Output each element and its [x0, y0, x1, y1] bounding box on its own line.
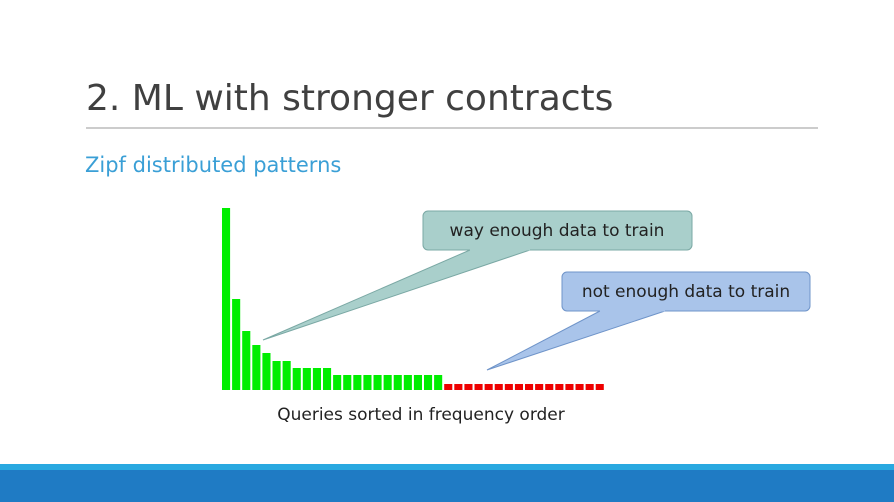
bar: [343, 375, 352, 390]
bar: [232, 299, 241, 390]
bar: [272, 361, 281, 390]
callout-tail: [262, 249, 531, 341]
bar: [363, 375, 372, 390]
bar: [434, 375, 443, 390]
bar: [565, 384, 574, 390]
bar: [373, 375, 382, 390]
bar: [302, 368, 311, 390]
bar: [514, 384, 523, 390]
bar: [545, 384, 554, 390]
bar: [222, 208, 231, 390]
bar: [424, 375, 433, 390]
bar: [323, 368, 332, 390]
bar: [252, 345, 261, 390]
slide-title: 2. ML with stronger contracts: [86, 78, 613, 119]
bar: [413, 375, 422, 390]
bar: [494, 384, 503, 390]
bar: [464, 384, 473, 390]
bar: [444, 384, 453, 390]
callout-text: not enough data to train: [582, 282, 790, 302]
bar: [504, 384, 513, 390]
subtitle: Zipf distributed patterns: [85, 153, 341, 177]
bar: [474, 384, 483, 390]
callout-box: [561, 271, 811, 312]
bar: [292, 368, 301, 390]
footer-stripe: [0, 464, 894, 470]
bar: [393, 375, 402, 390]
callout-box: [422, 210, 693, 251]
bar-chart: [222, 208, 604, 390]
callout-tail: [486, 310, 666, 371]
bar: [383, 375, 392, 390]
bar: [555, 384, 564, 390]
bar: [525, 384, 534, 390]
bar: [353, 375, 362, 390]
x-axis-label: Queries sorted in frequency order: [277, 405, 565, 425]
bar: [262, 353, 271, 390]
bar: [484, 384, 493, 390]
bar: [535, 384, 544, 390]
bar: [312, 368, 321, 390]
bar: [282, 361, 291, 390]
bar: [595, 384, 604, 390]
bar: [242, 331, 251, 390]
callout-text: way enough data to train: [450, 221, 665, 241]
bar: [575, 384, 584, 390]
bar: [403, 375, 412, 390]
bar: [333, 375, 342, 390]
bar: [454, 384, 463, 390]
bar: [585, 384, 594, 390]
footer-bar: [0, 470, 894, 502]
